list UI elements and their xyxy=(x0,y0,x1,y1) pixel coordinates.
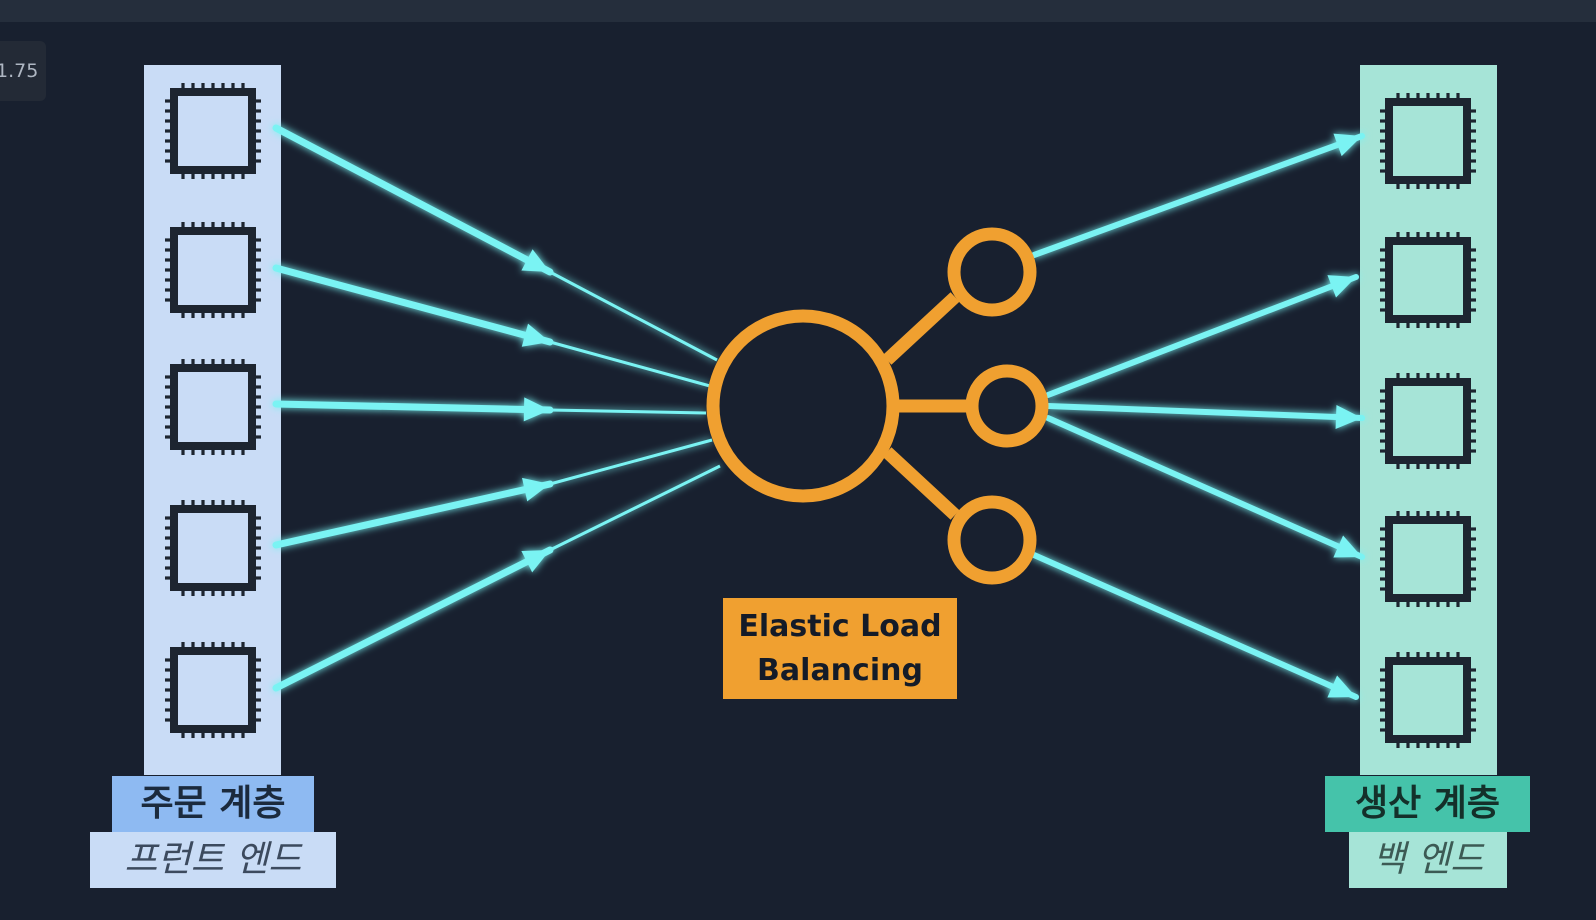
backend-instance-chip-icon xyxy=(1380,232,1476,328)
load-balancer-label-line2: Balancing xyxy=(757,652,923,688)
frontend-instance-chip-icon xyxy=(165,642,261,738)
inbound-traffic-line xyxy=(549,340,711,388)
outbound-traffic-arrow xyxy=(1045,415,1365,560)
backend-instance-chip-icon xyxy=(1380,511,1476,607)
inbound-arrowhead xyxy=(522,477,550,502)
inbound-traffic-arrow xyxy=(272,264,554,346)
top-bar xyxy=(0,0,1596,22)
inbound-traffic-line xyxy=(549,464,721,552)
backend-instance-chip-icon xyxy=(1380,93,1476,189)
backend-instance-chip-icon xyxy=(1380,652,1476,748)
outbound-traffic-arrow xyxy=(1045,274,1359,398)
load-balancer-icon xyxy=(706,227,1049,585)
inbound-traffic-arrow xyxy=(272,480,554,549)
outbound-traffic-arrow xyxy=(1045,403,1365,421)
inbound-arrowhead xyxy=(521,249,550,272)
frontend-instance-chip-icon xyxy=(165,222,261,318)
inbound-traffic-arrow xyxy=(272,124,554,276)
outbound-arrowhead xyxy=(1333,133,1362,157)
outbound-arrowhead xyxy=(1335,405,1362,429)
inbound-traffic-line xyxy=(549,408,707,415)
inbound-traffic-arrow xyxy=(272,400,554,414)
traffic-arrows xyxy=(272,124,1365,700)
frontend-instance-chip-icon xyxy=(165,359,261,455)
load-balancer-label: Elastic Load Balancing xyxy=(723,598,957,699)
backend-tier-subtitle: 백 엔드 xyxy=(1349,832,1507,888)
inbound-arrowhead xyxy=(521,550,550,573)
outbound-arrowhead xyxy=(1327,275,1356,298)
inbound-traffic-arrow xyxy=(272,546,554,692)
playback-speed-badge[interactable]: 1.75 xyxy=(0,41,46,101)
frontend-tier-subtitle: 프런트 엔드 xyxy=(90,832,336,888)
inbound-traffic-line xyxy=(549,270,718,362)
backend-tier-title: 생산 계층 xyxy=(1325,776,1530,832)
frontend-instance-chip-icon xyxy=(165,83,261,179)
outbound-traffic-arrow xyxy=(1031,133,1365,258)
inbound-arrowhead xyxy=(523,397,550,422)
frontend-instances xyxy=(165,83,261,738)
backend-instances xyxy=(1380,93,1476,748)
backend-instance-chip-icon xyxy=(1380,373,1476,469)
outbound-arrowhead xyxy=(1327,675,1356,698)
frontend-tier-title: 주문 계층 xyxy=(112,776,314,832)
outbound-arrowhead xyxy=(1333,535,1362,558)
outbound-traffic-arrow xyxy=(1031,552,1359,700)
inbound-traffic-line xyxy=(549,438,713,486)
frontend-instance-chip-icon xyxy=(165,500,261,596)
inbound-arrowhead xyxy=(521,323,550,347)
load-balancer-label-line1: Elastic Load xyxy=(738,608,942,644)
